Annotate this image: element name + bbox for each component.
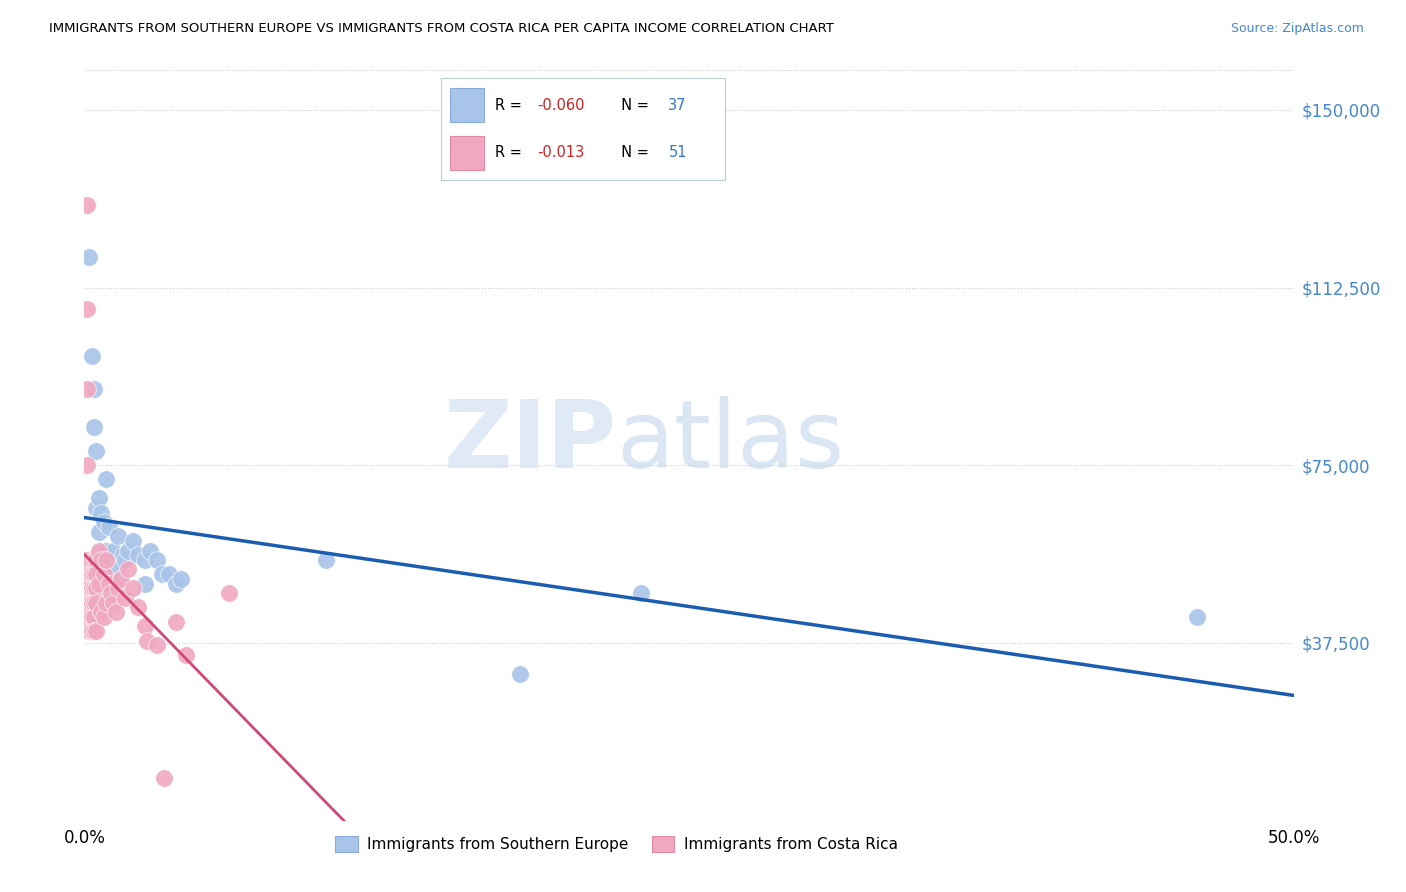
Point xyxy=(127,600,149,615)
Point xyxy=(117,562,139,576)
Point xyxy=(93,515,115,529)
Text: Source: ZipAtlas.com: Source: ZipAtlas.com xyxy=(1230,22,1364,36)
Point xyxy=(80,624,103,639)
Point xyxy=(80,596,103,610)
Point xyxy=(112,548,135,563)
Point xyxy=(87,491,110,506)
Point xyxy=(100,586,122,600)
Point xyxy=(76,301,98,316)
Point xyxy=(114,591,136,605)
Point xyxy=(77,567,100,582)
Point xyxy=(83,596,105,610)
Point xyxy=(77,250,100,264)
Point xyxy=(86,624,108,639)
Point xyxy=(77,582,100,596)
Point xyxy=(1185,610,1208,624)
Point xyxy=(83,383,105,397)
Point xyxy=(90,506,112,520)
Point xyxy=(93,567,115,582)
Point xyxy=(80,349,103,363)
Point xyxy=(110,572,132,586)
Text: ZIP: ZIP xyxy=(443,395,616,488)
Point xyxy=(134,576,156,591)
Point xyxy=(150,567,173,582)
Point xyxy=(165,576,187,591)
Point xyxy=(87,543,110,558)
Point xyxy=(76,553,98,567)
Point xyxy=(136,633,159,648)
Point xyxy=(86,500,108,515)
Point xyxy=(103,596,125,610)
Point xyxy=(134,553,156,567)
Point xyxy=(80,610,103,624)
Point xyxy=(83,624,105,639)
Point xyxy=(86,444,108,458)
Point xyxy=(83,610,105,624)
Point xyxy=(83,582,105,596)
Point xyxy=(127,548,149,563)
Point xyxy=(90,605,112,619)
Point xyxy=(218,586,240,600)
Point xyxy=(121,534,143,549)
Point xyxy=(86,567,108,582)
Point xyxy=(107,582,129,596)
Point xyxy=(90,553,112,567)
Point xyxy=(83,420,105,434)
Point xyxy=(90,543,112,558)
Point xyxy=(94,553,117,567)
Point xyxy=(170,572,193,586)
Point xyxy=(315,553,337,567)
Point xyxy=(93,610,115,624)
Point xyxy=(80,582,103,596)
Point xyxy=(83,553,105,567)
Text: atlas: atlas xyxy=(616,395,845,488)
Point xyxy=(146,638,169,652)
Point xyxy=(153,771,176,785)
Point xyxy=(107,529,129,543)
Point xyxy=(97,520,120,534)
Point xyxy=(630,586,652,600)
Point xyxy=(77,624,100,639)
Point xyxy=(104,562,127,576)
Point xyxy=(138,543,160,558)
Point xyxy=(76,197,98,211)
Point xyxy=(165,615,187,629)
Point xyxy=(94,473,117,487)
Point xyxy=(80,567,103,582)
Point xyxy=(83,567,105,582)
Point xyxy=(86,553,108,567)
Point xyxy=(100,548,122,563)
Point xyxy=(174,648,197,662)
Point xyxy=(97,576,120,591)
Point xyxy=(117,543,139,558)
Point xyxy=(76,383,98,397)
Point xyxy=(509,666,531,681)
Point xyxy=(94,543,117,558)
Point xyxy=(94,596,117,610)
Point xyxy=(86,582,108,596)
Point xyxy=(114,553,136,567)
Point xyxy=(86,596,108,610)
Text: IMMIGRANTS FROM SOUTHERN EUROPE VS IMMIGRANTS FROM COSTA RICA PER CAPITA INCOME : IMMIGRANTS FROM SOUTHERN EUROPE VS IMMIG… xyxy=(49,22,834,36)
Point xyxy=(104,605,127,619)
Point xyxy=(77,596,100,610)
Point xyxy=(134,619,156,633)
Point xyxy=(87,524,110,539)
Point xyxy=(103,543,125,558)
Point xyxy=(110,572,132,586)
Point xyxy=(87,576,110,591)
Point xyxy=(121,582,143,596)
Point xyxy=(146,553,169,567)
Point xyxy=(157,567,180,582)
Point xyxy=(93,543,115,558)
Point xyxy=(77,610,100,624)
Legend: Immigrants from Southern Europe, Immigrants from Costa Rica: Immigrants from Southern Europe, Immigra… xyxy=(329,830,904,858)
Point xyxy=(76,458,98,473)
